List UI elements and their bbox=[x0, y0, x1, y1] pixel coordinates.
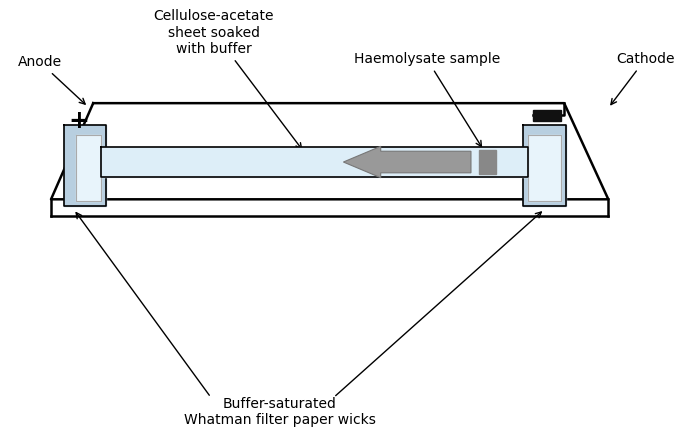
Polygon shape bbox=[479, 150, 497, 174]
Polygon shape bbox=[64, 125, 106, 206]
Text: Cathode: Cathode bbox=[611, 52, 675, 104]
Text: Haemolysate sample: Haemolysate sample bbox=[353, 52, 500, 146]
Polygon shape bbox=[533, 110, 561, 121]
Text: +: + bbox=[68, 109, 89, 133]
Polygon shape bbox=[523, 125, 566, 206]
Polygon shape bbox=[101, 147, 528, 177]
FancyArrow shape bbox=[343, 146, 471, 178]
Polygon shape bbox=[528, 134, 561, 201]
Polygon shape bbox=[75, 134, 101, 201]
Text: Buffer-saturated
Whatman filter paper wicks: Buffer-saturated Whatman filter paper wi… bbox=[184, 397, 375, 427]
Text: Cellulose-acetate
sheet soaked
with buffer: Cellulose-acetate sheet soaked with buff… bbox=[153, 9, 301, 149]
Text: Anode: Anode bbox=[18, 55, 85, 104]
